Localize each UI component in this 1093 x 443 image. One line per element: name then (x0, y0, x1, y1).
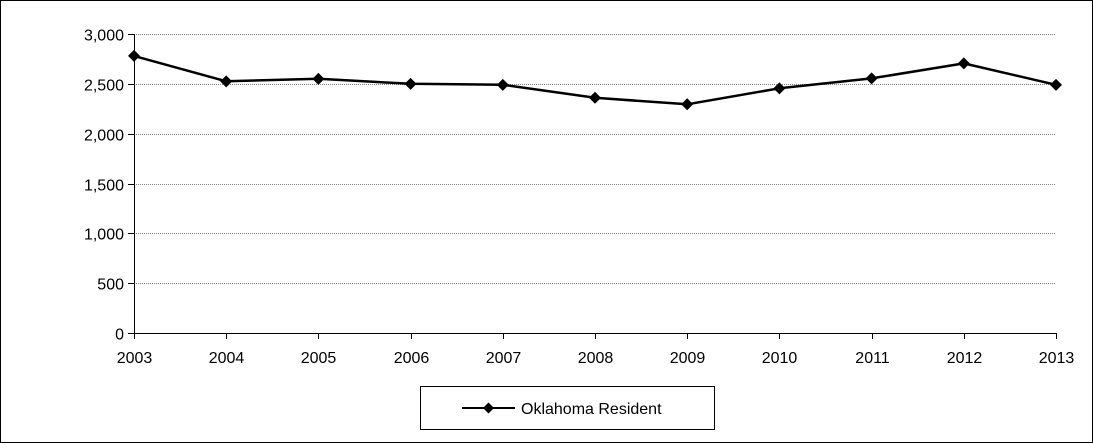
y-tick-label: 2,500 (84, 78, 124, 95)
x-tick-labels: 2003 2004 2005 2006 2007 2008 2009 2010 2011 2012… (117, 350, 1075, 367)
data-point-diamond (957, 57, 970, 70)
y-tick-label: 500 (97, 277, 124, 294)
x-tick-label: 2011 (855, 350, 890, 367)
y-tick-labels: 0 500 1,000 1,500 2,000 2,500 3,000 (84, 28, 124, 344)
data-point-diamond (773, 82, 786, 95)
y-tick-label: 1,000 (84, 227, 124, 244)
legend-marker-diamond-icon (483, 402, 494, 414)
data-point-diamond (865, 72, 878, 85)
x-tick-label: 2003 (117, 350, 153, 367)
x-tick-label: 2010 (762, 350, 798, 367)
axes (128, 34, 1057, 339)
x-tick-label: 2013 (1039, 350, 1075, 367)
y-tick-label: 1,500 (84, 178, 124, 195)
data-point-diamond (404, 77, 417, 90)
x-tick-label: 2012 (947, 350, 983, 367)
legend: Oklahoma Resident (420, 386, 715, 430)
x-tick-label: 2009 (670, 350, 706, 367)
series-oklahoma-resident (128, 49, 1062, 111)
data-point-diamond (589, 91, 601, 104)
data-point-diamond (496, 78, 509, 91)
x-tick-label: 2005 (301, 350, 337, 367)
y-tick-label: 0 (115, 327, 124, 344)
data-point-diamond (312, 72, 325, 85)
data-point-diamond (1050, 78, 1062, 91)
x-tick-label: 2007 (486, 350, 522, 367)
data-point-diamond (681, 98, 694, 111)
x-tick-label: 2008 (578, 350, 614, 367)
data-point-diamond (220, 75, 233, 88)
gridlines (134, 34, 1056, 284)
x-tick-label: 2006 (394, 350, 430, 367)
x-tick-label: 2004 (209, 350, 245, 367)
data-point-diamond (128, 49, 140, 62)
y-tick-label: 3,000 (84, 28, 124, 45)
legend-label: Oklahoma Resident (521, 401, 662, 418)
y-tick-label: 2,000 (84, 128, 124, 145)
